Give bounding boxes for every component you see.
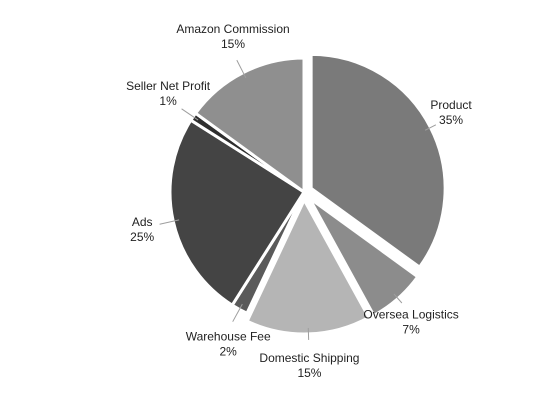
slices-layer xyxy=(168,52,447,336)
slice-name-label: Ads xyxy=(132,215,153,229)
slice-name-label: Oversea Logistics xyxy=(363,308,458,322)
slice-value-label: 15% xyxy=(297,366,321,380)
data-label-seller-net-profit: Seller Net Profit 1% xyxy=(126,79,211,108)
data-label-oversea-logistics: Oversea Logistics 7% xyxy=(363,308,458,337)
slice-value-label: 1% xyxy=(159,94,177,108)
slice-name-label: Seller Net Profit xyxy=(126,79,211,93)
slice-name-label: Domestic Shipping xyxy=(259,351,359,365)
slice-value-label: 35% xyxy=(439,113,463,127)
slice-name-label: Product xyxy=(430,98,472,112)
slice-name-label: Amazon Commission xyxy=(176,22,289,36)
data-label-amazon-commission: Amazon Commission 15% xyxy=(176,22,289,51)
data-label-warehouse-fee: Warehouse Fee 2% xyxy=(186,329,271,358)
leader-line-seller-net-profit xyxy=(181,108,199,121)
leader-line-product xyxy=(424,124,437,131)
data-label-product: Product 35% xyxy=(430,98,472,127)
labels-layer: Product 35%Oversea Logistics 7%Domestic Sh… xyxy=(126,22,472,380)
slice-value-label: 2% xyxy=(220,344,238,358)
data-label-domestic-shipping: Domestic Shipping 15% xyxy=(259,351,359,380)
slice-value-label: 7% xyxy=(402,323,420,337)
leader-line-oversea-logistics xyxy=(393,293,403,304)
data-label-ads: Ads 25% xyxy=(130,215,154,244)
leader-lines-layer xyxy=(159,59,437,340)
slice-name-label: Warehouse Fee xyxy=(186,329,271,343)
slice-value-label: 25% xyxy=(130,230,154,244)
leader-line-warehouse-fee xyxy=(232,303,243,322)
leader-line-ads xyxy=(159,219,180,225)
leader-line-amazon-commission xyxy=(236,59,247,79)
slice-value-label: 15% xyxy=(221,37,245,51)
